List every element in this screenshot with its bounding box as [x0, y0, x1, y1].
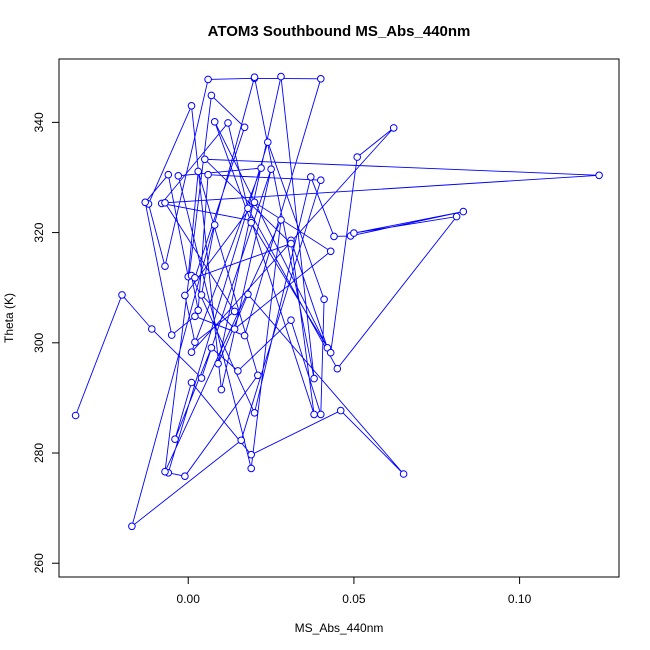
data-point: [204, 170, 212, 179]
data-point: [257, 164, 265, 172]
data-point: [217, 385, 226, 394]
data-point: [247, 464, 255, 473]
data-point: [187, 102, 196, 110]
data-point: [287, 239, 295, 248]
series-layer: [71, 72, 603, 531]
data-point: [161, 467, 169, 476]
data-point: [307, 173, 315, 181]
data-point: [207, 344, 216, 352]
data-point: [326, 348, 335, 357]
data-point: [250, 198, 259, 207]
data-point: [187, 348, 196, 357]
x-tick-label: 0.05: [342, 592, 366, 606]
data-point: [194, 167, 202, 176]
data-point: [234, 367, 242, 375]
data-point: [164, 170, 173, 179]
data-point: [197, 374, 206, 382]
data-point: [320, 295, 328, 304]
data-point: [247, 450, 255, 459]
y-axis: 260 280 300 320 340: [32, 112, 59, 573]
x-tick-label: 0.10: [508, 592, 532, 606]
y-tick-label: 260: [32, 553, 46, 573]
data-point: [210, 221, 219, 229]
data-point: [353, 153, 362, 161]
data-point: [204, 75, 212, 84]
data-point: [187, 378, 196, 387]
data-point: [118, 291, 126, 299]
x-axis: 0.00 0.05 0.10: [177, 577, 532, 606]
data-point: [399, 470, 408, 478]
data-point: [264, 138, 272, 146]
data-point: [167, 331, 176, 339]
data-point: [250, 73, 259, 81]
y-axis-label: Theta (K): [2, 293, 16, 343]
data-point: [148, 325, 156, 333]
data-point: [389, 124, 398, 132]
y-tick-label: 300: [32, 332, 46, 352]
data-point: [174, 172, 183, 180]
x-axis-label: MS_Abs_440nm: [295, 621, 384, 635]
data-point: [161, 262, 169, 271]
data-point: [191, 338, 199, 347]
data-point: [310, 410, 318, 419]
data-point: [247, 218, 255, 227]
data-point: [161, 199, 169, 207]
data-point: [171, 435, 179, 444]
data-point: [230, 325, 239, 333]
data-point: [240, 123, 249, 132]
data-point: [287, 316, 295, 325]
plot-frame: [58, 58, 620, 578]
y-tick-label: 280: [32, 443, 46, 463]
data-point: [210, 118, 219, 126]
data-point: [250, 409, 259, 417]
data-point: [181, 472, 189, 481]
data-point: [277, 72, 285, 81]
data-point: [71, 411, 80, 420]
data-point: [253, 371, 262, 380]
data-point: [277, 216, 285, 224]
data-point: [267, 165, 275, 173]
data-point: [197, 291, 206, 299]
data-point: [333, 364, 342, 373]
data-point: [317, 410, 325, 419]
data-point: [207, 91, 216, 100]
series-line: [75, 76, 600, 528]
chart-title: ATOM3 Southbound MS_Abs_440nm: [208, 23, 471, 40]
data-point: [336, 406, 345, 415]
data-point: [240, 331, 249, 340]
data-point: [194, 306, 202, 315]
y-tick-label: 320: [32, 222, 46, 242]
data-point: [310, 374, 318, 383]
data-point: [326, 247, 335, 256]
data-point: [191, 274, 199, 282]
data-point: [141, 198, 149, 207]
data-point: [191, 312, 199, 321]
data-point: [237, 436, 245, 445]
data-point: [595, 171, 603, 180]
data-point: [330, 232, 338, 241]
data-point: [201, 155, 209, 164]
data-point: [459, 207, 468, 216]
data-point: [128, 522, 136, 531]
data-point: [317, 176, 325, 184]
data-point: [244, 290, 252, 299]
data-point: [214, 359, 222, 368]
data-point: [224, 119, 232, 127]
data-point: [244, 204, 252, 213]
data-point: [452, 212, 461, 221]
data-point: [350, 229, 358, 237]
data-point: [230, 307, 239, 316]
data-point: [181, 291, 189, 300]
x-tick-label: 0.00: [177, 592, 201, 606]
data-point: [317, 75, 325, 83]
y-tick-label: 340: [32, 112, 46, 132]
